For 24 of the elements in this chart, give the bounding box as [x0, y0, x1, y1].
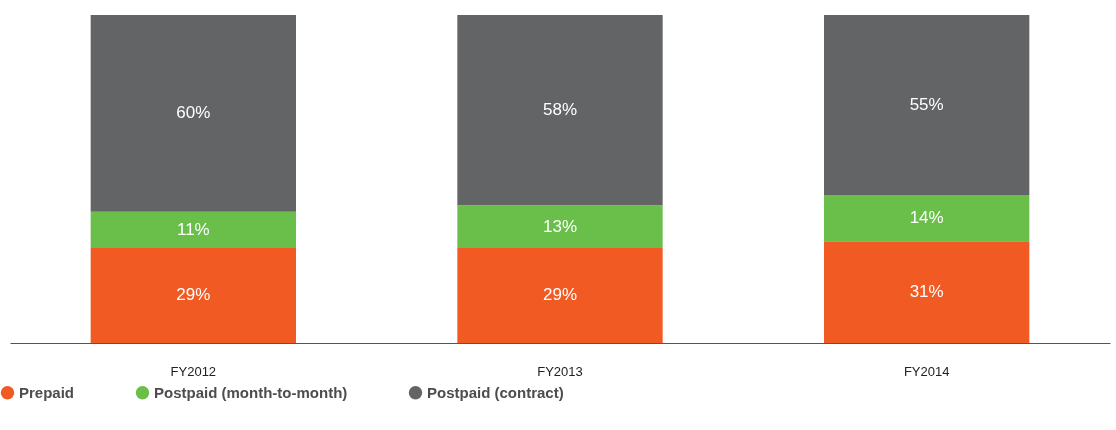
data-label: 14% [909, 208, 944, 228]
bar [90, 15, 296, 212]
x-tick-label: FY2014 [903, 363, 950, 379]
legend-label: Postpaid (contract) [427, 383, 564, 401]
data-label: 58% [542, 100, 578, 120]
data-label: 29% [542, 285, 578, 305]
data-label: 55% [909, 95, 944, 115]
legend-label: Postpaid (month-to-month) [154, 383, 348, 401]
data-label: 11% [176, 219, 210, 239]
bar [457, 15, 663, 206]
bar [457, 205, 663, 248]
bar [824, 195, 1030, 242]
x-tick-label: FY2012 [170, 363, 217, 379]
x-tick-label: FY2013 [537, 363, 583, 379]
bar [90, 247, 296, 343]
data-label: 31% [909, 282, 944, 302]
bar [457, 247, 663, 343]
bar [824, 15, 1030, 196]
bar [824, 241, 1030, 343]
bar [90, 211, 296, 248]
legend-label: Prepaid [19, 383, 75, 401]
data-label: 60% [176, 103, 211, 123]
data-label: 13% [542, 216, 578, 236]
data-label: 29% [176, 285, 211, 305]
